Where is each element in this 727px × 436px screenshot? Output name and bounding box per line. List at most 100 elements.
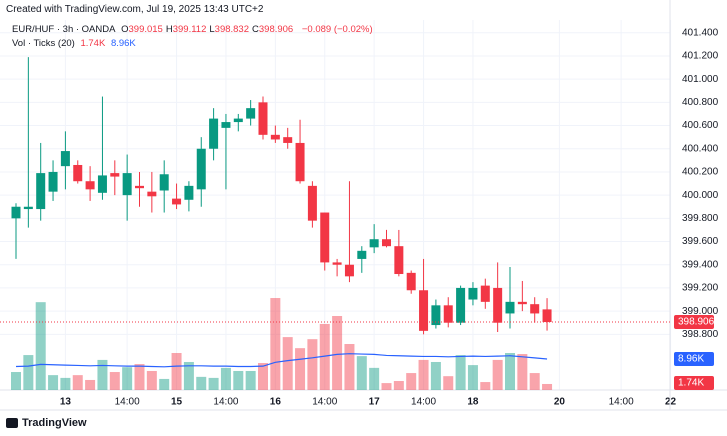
ohlc-prefix: H <box>165 24 173 35</box>
candle-body <box>480 285 490 302</box>
candle-body <box>221 122 231 128</box>
legend-volume: Vol · Ticks (20) 1.74K 8.96K <box>12 38 139 49</box>
x-tick-label: 14:00 <box>115 397 140 408</box>
y-tick-label: 401.400 <box>682 27 719 38</box>
ohlc-value: 399.112 <box>172 24 207 35</box>
candle-body <box>159 174 169 191</box>
volume-bar <box>307 339 318 390</box>
volume-bar <box>505 353 515 390</box>
candle-body <box>394 246 404 275</box>
volume-bar <box>159 378 170 390</box>
volume-bar <box>282 337 293 390</box>
candle-body <box>11 206 21 219</box>
volume-bar <box>134 364 145 390</box>
volume-bar <box>245 370 256 390</box>
candle-body <box>48 171 58 192</box>
y-tick-label: 399.000 <box>682 306 719 317</box>
volume-last-label: 1.74K <box>678 378 704 389</box>
x-tick-label: 22 <box>665 397 677 408</box>
brand: TradingView <box>22 417 87 429</box>
candle-body <box>184 185 194 200</box>
volume-bar <box>529 373 540 390</box>
volume-bar <box>23 355 34 390</box>
candle-body <box>23 206 33 210</box>
volume-last-label-box <box>674 376 714 390</box>
candle-body <box>493 287 503 323</box>
candle-body <box>295 142 305 182</box>
y-tick-label: 399.800 <box>682 213 719 224</box>
volume-ma-last: 8.96K <box>110 38 136 49</box>
volume-bar <box>480 382 491 390</box>
volume-bar <box>220 367 231 390</box>
header: Created with TradingView.com, Jul 19, 20… <box>6 4 264 15</box>
volume-bar <box>196 376 207 390</box>
volume-bar <box>171 353 182 390</box>
candle-body <box>196 148 206 190</box>
volume-bar <box>455 355 466 390</box>
candle-body <box>419 290 429 331</box>
y-tick-label: 400.400 <box>682 143 719 154</box>
x-tick-label: 20 <box>554 397 566 408</box>
volume-bar <box>542 383 553 390</box>
volume-bar <box>183 361 194 390</box>
candle-body <box>270 134 280 140</box>
symbol: EUR/HUF · 3h · OANDA <box>12 24 116 35</box>
y-tick-label: 398.800 <box>682 329 719 340</box>
volume-bar <box>344 344 355 390</box>
volume-bar <box>443 376 454 390</box>
candle-body <box>320 212 330 263</box>
y-tick-label: 400.200 <box>682 167 719 178</box>
candle-body <box>209 118 219 149</box>
volume-bar <box>72 375 83 390</box>
candle-body <box>332 262 342 265</box>
y-tick-label: 400.600 <box>682 120 719 131</box>
candle-body <box>233 118 243 123</box>
volume-ma-line <box>15 353 548 368</box>
volume-bar <box>109 372 120 390</box>
candle-body <box>530 304 540 314</box>
ohlc-value: 398.832 <box>214 24 249 35</box>
candle-body <box>258 102 268 135</box>
y-tick-label: 401.000 <box>682 74 719 85</box>
x-tick-label: 14:00 <box>609 397 634 408</box>
candle-body <box>357 250 367 259</box>
volume-bar <box>319 323 330 390</box>
y-tick-label: 400.800 <box>682 97 719 108</box>
candle-body <box>85 181 95 190</box>
volume-bar <box>332 316 343 390</box>
candle-body <box>542 309 552 323</box>
x-tick-label: 14:00 <box>213 397 238 408</box>
y-tick-label: 399.600 <box>682 236 719 247</box>
candle-body <box>246 108 256 119</box>
x-tick-label: 18 <box>467 397 479 408</box>
volume-bar <box>48 375 59 390</box>
brand-logo <box>6 418 18 428</box>
candle-body <box>505 301 515 314</box>
volume-bar <box>517 354 528 390</box>
y-tick-label: 400.000 <box>682 190 719 201</box>
candle-body <box>344 264 354 277</box>
volume-bar <box>418 359 429 390</box>
x-tick-label: 17 <box>369 397 381 408</box>
candle-body <box>110 173 120 177</box>
volume-bar <box>492 359 503 390</box>
volume-bar <box>208 377 219 390</box>
candle-body <box>60 151 70 167</box>
candle-body <box>135 185 144 189</box>
candle-body <box>468 287 478 300</box>
candle-body <box>73 164 83 182</box>
ohlc-prefix: L <box>209 24 215 35</box>
candle-body <box>36 173 46 210</box>
candle-body <box>147 191 157 197</box>
candle-body <box>283 137 293 143</box>
candle-body <box>431 305 441 326</box>
volume-bar <box>406 373 417 390</box>
ohlc: O399.015 H399.112 L398.832 C398.906 <box>121 24 296 35</box>
candle-body <box>369 239 379 248</box>
candle-body <box>172 198 182 205</box>
volume-bar <box>35 302 46 390</box>
volume-name: Vol · Ticks (20) <box>12 38 75 49</box>
volume-bar <box>258 363 268 390</box>
volume-bar <box>11 372 21 390</box>
